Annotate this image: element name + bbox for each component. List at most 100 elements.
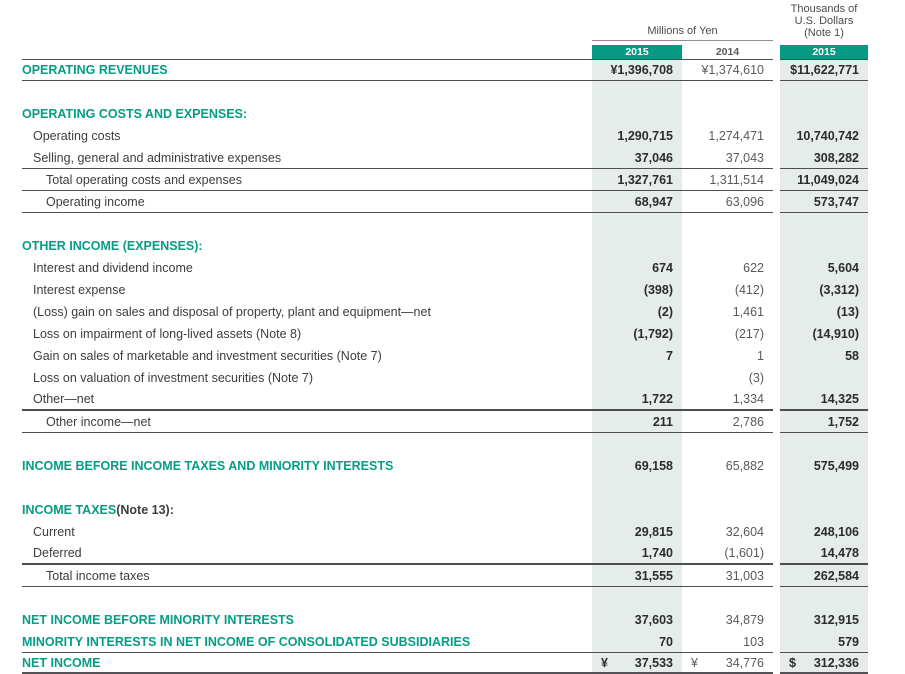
table-row: Operating costs 1,290,715 1,274,471 10,740,… (22, 125, 868, 147)
row-label: Other income—net (22, 411, 592, 433)
column-gutter (773, 609, 780, 631)
row-label: Other—net (22, 389, 592, 411)
value-2015-yen: 1,327,761 (592, 169, 682, 191)
value-2015-yen (592, 213, 682, 235)
value-text: 34,776 (725, 655, 764, 670)
column-gutter (773, 477, 780, 499)
table-row: Other income—net 211 2,786 1,752 (22, 411, 868, 433)
value-2015-usd (780, 499, 868, 521)
value-text: 5,604 (827, 261, 859, 275)
value-2014-yen: ¥34,776 (682, 653, 773, 674)
value-text: 31,555 (634, 568, 673, 583)
value-2014-yen: 32,604 (682, 521, 773, 543)
value-2015-yen (592, 499, 682, 521)
value-2015-usd: 312,915 (780, 609, 868, 631)
usd-group-label-line1: Thousands of (790, 3, 858, 15)
value-text: 7 (666, 349, 673, 363)
value-text: 11,049,024 (797, 172, 859, 187)
table-row: Total income taxes 31,555 31,003 262,584 (22, 565, 868, 587)
section-heading-text: OTHER INCOME (EXPENSES): (22, 239, 203, 253)
value-text: ¥1,396,708 (610, 63, 673, 77)
table-row: MINORITY INTERESTS IN NET INCOME OF CONS… (22, 631, 868, 653)
table-body: OPERATING REVENUES ¥1,396,708 ¥1,374,610 $1… (22, 59, 868, 674)
yen-group-label: Millions of Yen (647, 25, 718, 37)
value-text: (13) (836, 305, 859, 319)
row-label (22, 213, 592, 235)
currency-symbol: $ (789, 655, 796, 670)
yen-group-header: Millions of Yen (592, 25, 773, 41)
row-label: Total income taxes (22, 565, 592, 587)
table-row: OPERATING COSTS AND EXPENSES: (22, 103, 868, 125)
value-2015-yen: 7 (592, 345, 682, 367)
row-label: OPERATING REVENUES (22, 59, 592, 81)
value-2015-yen: 31,555 (592, 565, 682, 587)
value-text: 58 (845, 349, 859, 363)
value-text: 312,915 (813, 613, 859, 627)
column-gutter (773, 235, 780, 257)
column-gutter (773, 169, 780, 191)
section-heading-text: INCOME BEFORE INCOME TAXES AND MINORITY … (22, 459, 394, 473)
value-2015-yen: ¥1,396,708 (592, 59, 682, 81)
value-text: 1,722 (641, 392, 673, 406)
value-2015-yen (592, 235, 682, 257)
value-2015-yen: 674 (592, 257, 682, 279)
value-text: 29,815 (634, 525, 673, 539)
value-2015-usd: 308,282 (780, 147, 868, 169)
value-2014-yen (682, 235, 773, 257)
value-2014-yen: (1,601) (682, 543, 773, 565)
value-2015-usd (780, 213, 868, 235)
value-text: (14,910) (812, 327, 859, 341)
value-text: 10,740,742 (796, 129, 859, 143)
value-text: 573,747 (813, 194, 859, 209)
value-2015-usd: 14,325 (780, 389, 868, 411)
column-gutter (773, 345, 780, 367)
row-label: Interest and dividend income (22, 257, 592, 279)
column-gutter (773, 301, 780, 323)
currency-symbol: ¥ (601, 655, 608, 670)
value-text: (217) (734, 327, 764, 341)
value-2015-yen: 70 (592, 631, 682, 653)
row-label: OTHER INCOME (EXPENSES): (22, 235, 592, 257)
value-text: 14,478 (820, 546, 859, 560)
value-2015-yen (592, 103, 682, 125)
value-2015-yen: 68,947 (592, 191, 682, 213)
value-text: 68,947 (634, 194, 673, 209)
value-text: 1,274,471 (708, 129, 764, 143)
line-item-text: (Loss) gain on sales and disposal of pro… (33, 305, 431, 319)
table-row: Operating income 68,947 63,096 573,747 (22, 191, 868, 213)
value-2015-yen: 1,722 (592, 389, 682, 411)
usd-group-label-line3: (Note 1) (804, 27, 844, 39)
line-item-text: Operating income (46, 194, 145, 209)
row-label: MINORITY INTERESTS IN NET INCOME OF CONS… (22, 631, 592, 653)
value-2015-usd (780, 367, 868, 389)
value-2015-usd: 248,106 (780, 521, 868, 543)
value-2014-yen: 622 (682, 257, 773, 279)
value-2014-yen: 1,274,471 (682, 125, 773, 147)
value-2015-usd (780, 433, 868, 455)
table-row: OTHER INCOME (EXPENSES): (22, 235, 868, 257)
section-heading-text: OPERATING COSTS AND EXPENSES: (22, 107, 248, 121)
row-label: (Loss) gain on sales and disposal of pro… (22, 301, 592, 323)
value-2014-yen: 1,461 (682, 301, 773, 323)
section-heading-text: NET INCOME BEFORE MINORITY INTERESTS (22, 613, 295, 627)
row-label: Operating income (22, 191, 592, 213)
spacer-row (22, 477, 868, 499)
table-row: Total operating costs and expenses 1,327,… (22, 169, 868, 191)
value-text: 312,336 (813, 655, 859, 670)
section-heading-text: OPERATING REVENUES (22, 63, 168, 77)
value-text: 262,584 (813, 568, 859, 583)
table-row: INCOME TAXES (Note 13): (22, 499, 868, 521)
spacer-row (22, 81, 868, 103)
value-text: 211 (652, 414, 673, 429)
row-label: Total operating costs and expenses (22, 169, 592, 191)
value-2015-yen (592, 587, 682, 609)
value-2015-yen (592, 81, 682, 103)
spacer-row (22, 433, 868, 455)
value-2014-yen: 37,043 (682, 147, 773, 169)
value-text: 32,604 (725, 525, 764, 539)
value-2015-usd: 14,478 (780, 543, 868, 565)
line-item-text: Total operating costs and expenses (46, 172, 242, 187)
column-header-2014-yen: 2014 (682, 45, 773, 59)
value-text: 2,786 (732, 414, 764, 429)
value-2015-usd: 573,747 (780, 191, 868, 213)
